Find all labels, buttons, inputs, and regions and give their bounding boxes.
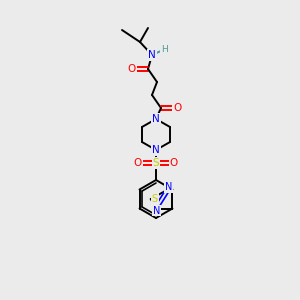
Text: S: S <box>152 194 158 204</box>
Text: H: H <box>160 44 167 53</box>
Text: O: O <box>173 103 181 113</box>
Text: N: N <box>152 145 160 155</box>
Text: S: S <box>153 158 159 168</box>
Text: O: O <box>170 158 178 168</box>
Text: N: N <box>153 206 161 215</box>
Text: N: N <box>148 50 156 60</box>
Text: O: O <box>128 64 136 74</box>
Text: N: N <box>152 114 160 124</box>
Text: N: N <box>165 182 172 193</box>
Text: O: O <box>134 158 142 168</box>
